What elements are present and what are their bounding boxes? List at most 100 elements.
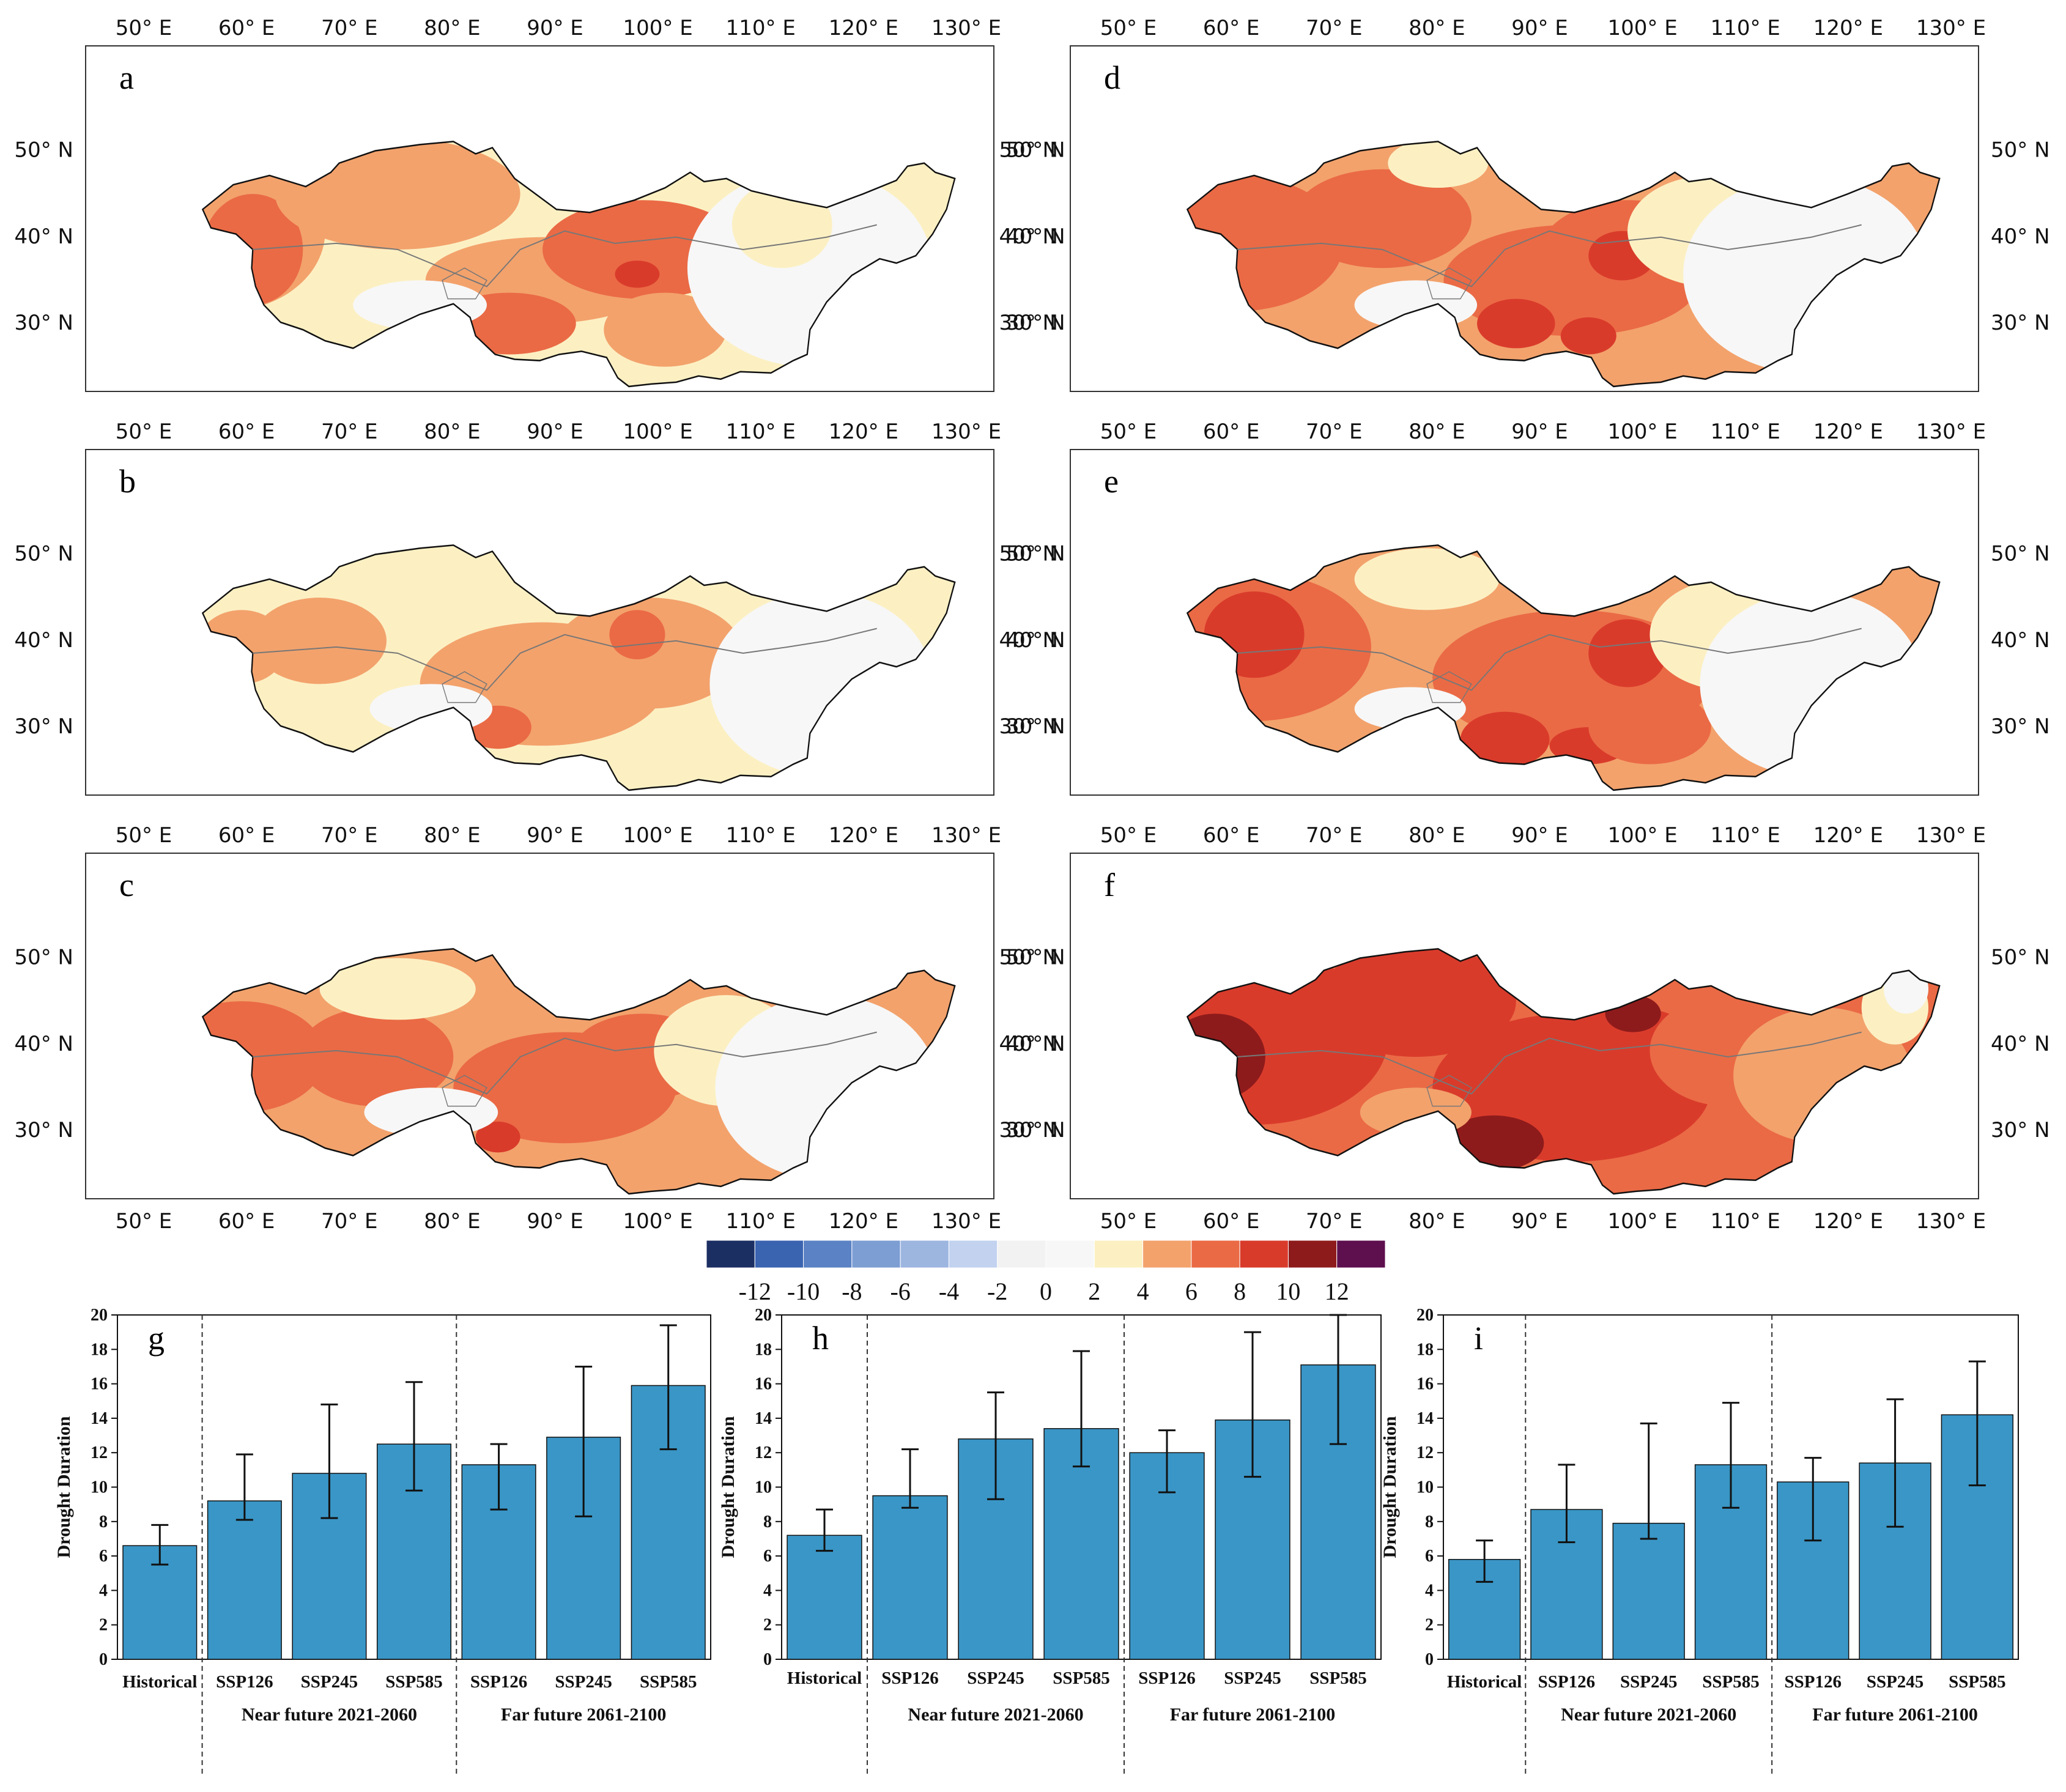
lat-tick-left-a-1: 40° N (14, 224, 73, 249)
panel-letter-i: i (1474, 1320, 1483, 1357)
map-patch-c-4 (475, 1121, 520, 1153)
region-outline-b (201, 544, 956, 791)
lon-tick-top-c-3: 80° E (424, 823, 481, 848)
lon-tick-top-a-2: 70° E (321, 16, 378, 40)
ytick-label-i-8: 16 (1416, 1375, 1434, 1394)
ytick-label-g-10: 20 (91, 1306, 108, 1325)
lon-tick-top-c-4: 90° E (527, 823, 583, 848)
lon-tick-top-c-6: 110° E (726, 823, 796, 848)
colorbar-swatch-5 (948, 1240, 998, 1268)
map-patch-d-1 (1293, 169, 1472, 268)
ytick-label-h-10: 20 (755, 1306, 772, 1325)
lat-tick-left-d-2: 30° N (999, 311, 1058, 335)
map-patch-f-2 (1315, 949, 1516, 1057)
ytick-label-g-9: 18 (91, 1340, 108, 1359)
category-label-h-2: SSP245 (967, 1668, 1024, 1688)
lon-tick-top-e-6: 110° E (1711, 420, 1780, 444)
ytick-label-g-3: 6 (99, 1547, 108, 1566)
bar-chart-g: 0 2 4 6 8 10 12 14 16 18 20 Drought Duration g Histor… (54, 1306, 711, 1775)
ytick-label-g-7: 14 (91, 1409, 108, 1428)
region-outline-d (1186, 141, 1941, 388)
lon-tick-top-f-6: 110° E (1711, 823, 1780, 848)
lat-tick-left-b-1: 40° N (14, 628, 73, 653)
ylabel-i: Drought Duration (1380, 1416, 1400, 1558)
border-lines2-d (1426, 267, 1472, 300)
lon-tick-top-f-8: 130° E (1916, 823, 1986, 848)
lon-tick-top-c-0: 50° E (116, 823, 172, 848)
lon-tick-bottom-c-7: 120° E (829, 1209, 898, 1234)
ytick-label-i-0: 0 (1425, 1650, 1434, 1669)
lat-tick-left-e-1: 40° N (999, 628, 1058, 653)
lat-tick-left-d-1: 40° N (999, 224, 1058, 249)
lat-tick-right-c-1: 40° N (1006, 1032, 1065, 1056)
colorbar-label-5: -2 (987, 1278, 1007, 1305)
lon-tick-top-d-1: 60° E (1203, 16, 1260, 40)
ytick-label-h-5: 10 (755, 1478, 772, 1497)
lat-tick-right-e-1: 40° N (1991, 628, 2050, 653)
border-lines-f (1237, 1031, 1862, 1095)
lat-tick-left-f-0: 50° N (999, 946, 1058, 970)
bar-h-0 (787, 1535, 862, 1660)
lon-tick-top-b-8: 130° E (931, 420, 1001, 444)
lon-tick-bottom-c-8: 130° E (931, 1209, 1001, 1234)
lon-tick-top-f-1: 60° E (1203, 823, 1260, 848)
ytick-label-g-6: 12 (91, 1443, 108, 1462)
ytick-label-g-8: 16 (91, 1375, 108, 1394)
lon-tick-top-a-4: 90° E (527, 16, 583, 40)
category-label-i-6: SSP585 (1949, 1672, 2005, 1692)
ytick-label-i-2: 4 (1425, 1581, 1434, 1600)
colorbar-label-10: 8 (1234, 1278, 1246, 1305)
lon-tick-bottom-f-4: 90° E (1511, 1209, 1568, 1234)
border-lines2-e (1426, 671, 1472, 703)
lat-tick-left-b-0: 50° N (14, 542, 73, 566)
ytick-label-h-4: 8 (763, 1512, 772, 1531)
lon-tick-bottom-f-1: 60° E (1203, 1209, 1260, 1234)
lat-tick-right-c-2: 30° N (1006, 1118, 1065, 1142)
lat-tick-right-d-1: 40° N (1991, 224, 2050, 249)
lat-tick-right-e-2: 30° N (1991, 714, 2050, 739)
lon-tick-top-f-4: 90° E (1511, 823, 1568, 848)
lon-tick-bottom-c-5: 100° E (623, 1209, 693, 1234)
bar-chart-h: 0 2 4 6 8 10 12 14 16 18 20 Drought Duration h Histor… (718, 1306, 1382, 1775)
lon-tick-top-b-2: 70° E (321, 420, 378, 444)
lat-tick-right-b-2: 30° N (1006, 714, 1065, 739)
lon-tick-top-f-7: 120° E (1813, 823, 1883, 848)
ytick-label-g-5: 10 (91, 1478, 108, 1497)
panel-letter-f: f (1104, 867, 1115, 903)
colorbar-swatch-2 (803, 1240, 853, 1268)
ytick-label-g-2: 4 (99, 1581, 108, 1600)
category-label-g-2: SSP245 (301, 1672, 358, 1692)
ytick-label-i-10: 20 (1416, 1306, 1434, 1325)
colorbar-label-11: 10 (1276, 1278, 1300, 1305)
colorbar-swatch-9 (1142, 1240, 1192, 1268)
lon-tick-bottom-f-6: 110° E (1711, 1209, 1780, 1234)
ylabel-h: Drought Duration (718, 1416, 738, 1558)
lat-tick-right-f-2: 30° N (1991, 1118, 2050, 1142)
lon-tick-top-e-4: 90° E (1511, 420, 1568, 444)
ytick-label-g-1: 2 (99, 1616, 108, 1635)
lat-tick-right-b-1: 40° N (1006, 628, 1065, 653)
border-lines2-f (1426, 1075, 1472, 1107)
category-label-g-5: SSP245 (555, 1672, 612, 1692)
lat-tick-right-d-2: 30° N (1991, 311, 2050, 335)
lat-tick-left-b-2: 30° N (14, 714, 73, 739)
lat-tick-left-d-0: 50° N (999, 138, 1058, 163)
category-label-h-5: SSP245 (1224, 1668, 1281, 1688)
colorbar-label-0: -12 (739, 1278, 771, 1305)
lon-tick-top-e-8: 130° E (1916, 420, 1986, 444)
lon-tick-bottom-f-5: 100° E (1608, 1209, 1678, 1234)
colorbar-swatch-13 (1336, 1240, 1386, 1268)
lon-tick-top-e-2: 70° E (1306, 420, 1363, 444)
panel-letter-h: h (812, 1320, 829, 1357)
category-label-h-1: SSP126 (881, 1668, 938, 1688)
lat-tick-right-a-1: 40° N (1006, 224, 1065, 249)
lon-tick-bottom-f-8: 130° E (1916, 1209, 1986, 1234)
border-lines-b (253, 628, 877, 691)
ytick-label-h-9: 18 (755, 1340, 772, 1359)
lat-tick-left-f-1: 40° N (999, 1032, 1058, 1056)
region-outline-a (201, 141, 956, 388)
border-lines2-b (442, 671, 487, 703)
lon-tick-bottom-f-2: 70° E (1306, 1209, 1363, 1234)
colorbar-swatch-6 (997, 1240, 1046, 1268)
lat-tick-left-f-2: 30° N (999, 1118, 1058, 1142)
